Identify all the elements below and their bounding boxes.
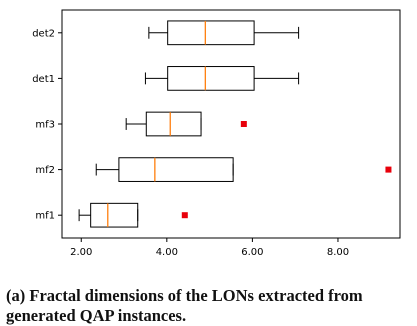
x-tick-label: 4.00 — [156, 247, 178, 258]
box-det1 — [144, 66, 300, 91]
iqr-box — [167, 20, 255, 46]
outlier-marker — [181, 212, 188, 219]
iqr-box — [167, 66, 255, 91]
x-axis: 2.00 4.00 6.00 8.00 — [70, 238, 349, 258]
x-tick-label: 8.00 — [327, 247, 349, 258]
box-det2 — [148, 20, 300, 46]
outlier-marker — [385, 166, 392, 173]
y-tick-label: det1 — [32, 74, 55, 85]
box-mf2 — [95, 157, 392, 182]
iqr-box — [145, 111, 202, 137]
box-mf3 — [125, 111, 247, 137]
x-tick-label: 6.00 — [241, 247, 263, 258]
outlier-marker — [240, 121, 247, 127]
boxes-group — [78, 20, 392, 228]
y-axis: mf1 mf2 mf3 det1 det2 — [32, 28, 62, 222]
iqr-box — [90, 202, 139, 228]
y-tick-label: mf3 — [35, 120, 55, 131]
x-tick-label: 2.00 — [70, 247, 92, 258]
y-tick-label: mf2 — [35, 165, 55, 176]
iqr-box — [118, 157, 234, 182]
y-tick-label: mf1 — [35, 211, 55, 222]
y-tick-label: det2 — [32, 28, 55, 39]
figure-caption: (a) Fractal dimensions of the LONs extra… — [6, 286, 363, 325]
box-mf1 — [78, 202, 188, 228]
plot-area — [61, 9, 401, 239]
